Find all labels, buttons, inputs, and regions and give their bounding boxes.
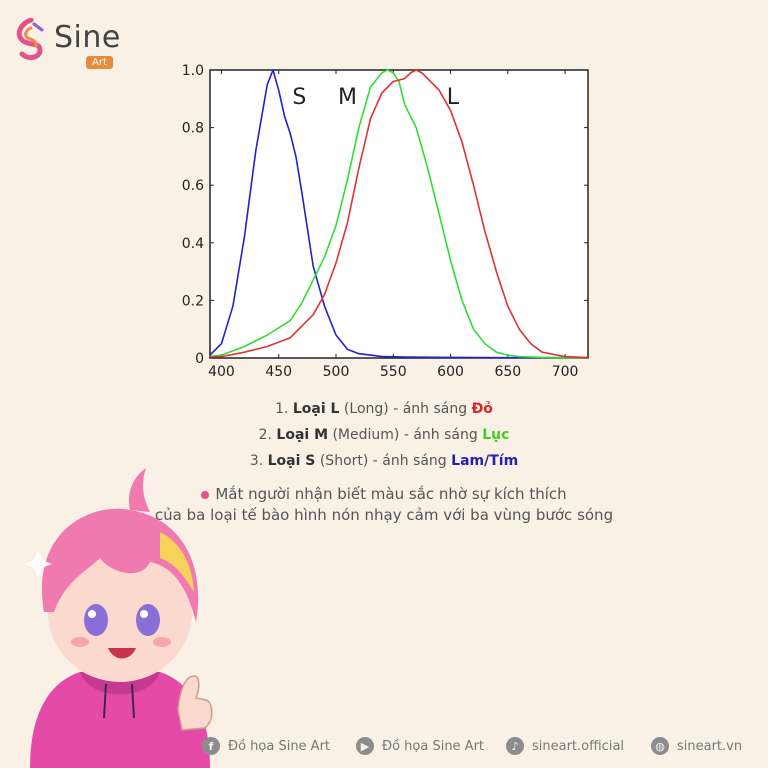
facebook-icon: f [202, 737, 220, 755]
x-tick-label: 400 [208, 364, 235, 380]
footer-youtube-text: Đồ họa Sine Art [382, 738, 485, 754]
plot-area [209, 69, 589, 359]
footer-website[interactable]: ◍ sineart.vn [651, 736, 742, 756]
sine-logo-icon [16, 18, 44, 60]
x-tick-label: 450 [265, 364, 292, 380]
caption: Mắt người nhận biết màu sắc nhờ sự kích … [0, 484, 768, 526]
y-tick-label: 0.8 [182, 121, 204, 137]
x-tick-label: 550 [380, 364, 407, 380]
y-tick-label: 0.4 [182, 236, 204, 252]
bullet-dot-icon [201, 490, 210, 499]
footer-tiktok[interactable]: ♪ sineart.official [506, 736, 624, 756]
tiktok-icon: ♪ [506, 737, 524, 755]
y-tick-label: 0.2 [182, 293, 204, 309]
series-line-l [209, 69, 589, 359]
footer-tiktok-text: sineart.official [532, 738, 625, 754]
curve-label-m: M [338, 85, 357, 110]
list-item-l: 1. Loại L (Long) - ánh sáng Đỏ [275, 401, 493, 417]
globe-icon: ◍ [651, 737, 669, 755]
y-tick-label: 1.0 [182, 63, 204, 79]
curve-label-l: L [447, 85, 460, 110]
footer-website-text: sineart.vn [677, 738, 743, 754]
list-item-s: 3. Loại S (Short) - ánh sáng Lam/Tím [249, 453, 519, 469]
cone-type-list: 1. Loại L (Long) - ánh sáng Đỏ 2. Loại M… [0, 396, 768, 474]
caption-line-2: của ba loại tế bào hình nón nhạy cảm với… [154, 506, 614, 524]
youtube-icon: ▶ [356, 737, 374, 755]
curve-label-s: S [292, 85, 306, 110]
list-item-m: 2. Loại M (Medium) - ánh sáng Lục [258, 427, 510, 443]
footer-facebook[interactable]: f Đồ họa Sine Art [202, 736, 330, 756]
y-tick-label: 0 [195, 351, 204, 367]
y-tick-label: 0.6 [182, 178, 204, 194]
series-line-s [209, 69, 588, 359]
x-tick-label: 700 [552, 364, 579, 380]
x-tick-label: 500 [323, 364, 350, 380]
footer-youtube[interactable]: ▶ Đồ họa Sine Art [356, 736, 484, 756]
brand-logo: Sine Art [14, 16, 134, 69]
x-tick-label: 650 [494, 364, 521, 380]
caption-line-1: Mắt người nhận biết màu sắc nhờ sự kích … [215, 485, 567, 503]
brand-sub: Art [86, 56, 113, 69]
cone-sensitivity-chart: 400 450 500 550 600 650 700 0 0.2 0.4 0.6 0.8 1.0 S M L [182, 63, 589, 380]
brand-name: Sine [54, 20, 121, 55]
mascot-illustration [24, 468, 213, 768]
x-tick-label: 600 [437, 364, 464, 380]
series-line-m [209, 69, 588, 359]
footer-facebook-text: Đồ họa Sine Art [228, 738, 331, 754]
